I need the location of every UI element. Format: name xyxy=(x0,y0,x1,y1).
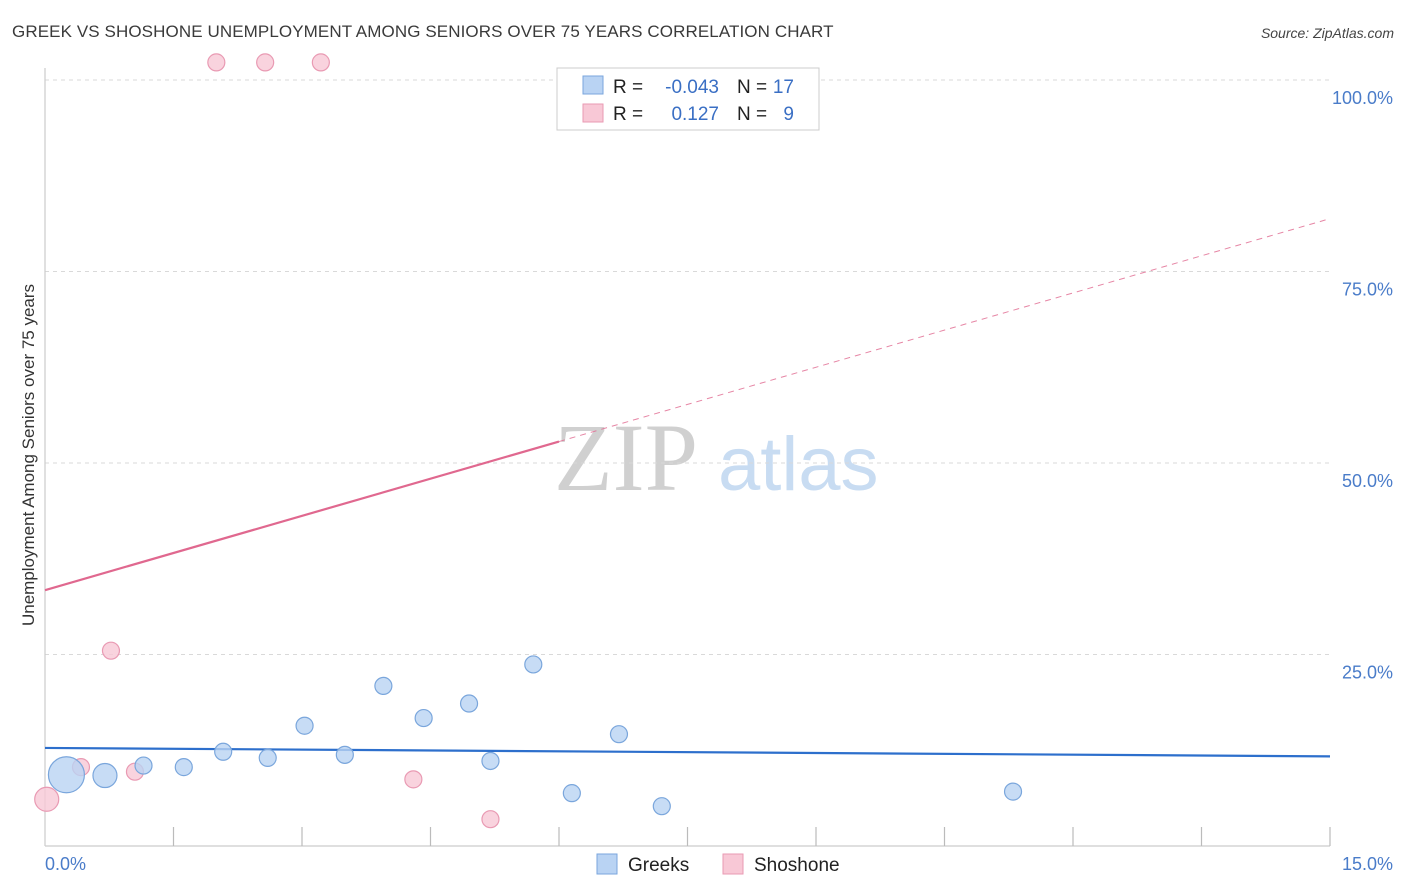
shoshone-trend-line xyxy=(44,440,560,592)
greeks-point-1 xyxy=(92,762,118,789)
shoshone-trend-extension xyxy=(558,218,1331,443)
stats-legend: R = -0.043 N = 17 R = 0.127 N = 9 xyxy=(556,67,820,131)
watermark-atlas: atlas xyxy=(718,422,879,507)
y-axis-title: Unemployment Among Seniors over 75 years xyxy=(19,284,38,626)
chart-title: GREEK VS SHOSHONE UNEMPLOYMENT AMONG SEN… xyxy=(12,22,834,41)
greeks-r-value: -0.043 xyxy=(665,77,719,98)
x-tick-label-max: 15.0% xyxy=(1342,854,1393,874)
shoshone-n-label: N = xyxy=(737,104,767,125)
greeks-point-10 xyxy=(459,694,479,713)
gridlines xyxy=(45,79,1333,655)
greeks-swatch xyxy=(582,75,604,95)
greeks-point-11 xyxy=(481,751,500,771)
greeks-point-4 xyxy=(214,742,233,761)
data-points xyxy=(34,53,1023,829)
greeks-point-0 xyxy=(47,756,86,794)
shoshone-n-value: 9 xyxy=(783,104,794,125)
greeks-point-15 xyxy=(652,797,671,816)
greeks-point-7 xyxy=(335,745,354,764)
x-tick-label-min: 0.0% xyxy=(45,854,86,874)
greeks-r-label: R = xyxy=(613,77,643,98)
shoshone-point-6 xyxy=(311,53,330,72)
shoshone-r-label: R = xyxy=(613,104,643,125)
shoshone-swatch xyxy=(582,103,604,123)
y-tick-label-25: 25.0% xyxy=(1342,663,1393,683)
greeks-trend-line xyxy=(44,746,1331,758)
legend-greeks-swatch xyxy=(596,853,618,875)
greeks-point-13 xyxy=(562,784,581,803)
greeks-point-5 xyxy=(258,748,277,768)
y-tick-label-75: 75.0% xyxy=(1342,280,1393,300)
greeks-point-2 xyxy=(134,756,153,775)
shoshone-point-2 xyxy=(101,641,121,660)
y-tick-label-100: 100.0% xyxy=(1332,88,1393,108)
axes xyxy=(44,68,1331,847)
greeks-point-14 xyxy=(609,725,629,744)
legend-shoshone-swatch xyxy=(722,853,744,875)
shoshone-r-value: 0.127 xyxy=(671,104,719,125)
shoshone-point-8 xyxy=(481,810,500,829)
greeks-point-8 xyxy=(374,676,393,696)
legend-greeks-label: Greeks xyxy=(628,855,689,876)
watermark-zip: ZIP xyxy=(554,404,698,511)
shoshone-point-7 xyxy=(404,770,423,789)
series-legend: Greeks Shoshone xyxy=(596,853,840,876)
shoshone-point-5 xyxy=(256,53,275,72)
shoshone-point-0 xyxy=(34,786,60,812)
greeks-point-12 xyxy=(524,655,543,674)
y-tick-label-50: 50.0% xyxy=(1342,471,1393,491)
source-credit: Source: ZipAtlas.com xyxy=(1260,25,1394,41)
greeks-n-label: N = xyxy=(737,77,767,98)
greeks-n-value: 17 xyxy=(773,77,794,98)
greeks-point-6 xyxy=(295,716,314,735)
legend-shoshone-label: Shoshone xyxy=(754,855,840,876)
greeks-point-16 xyxy=(1003,782,1023,801)
trend-lines xyxy=(44,218,1331,758)
tick-labels: 25.0% 50.0% 75.0% 100.0% 0.0% 15.0% xyxy=(45,88,1393,874)
greeks-point-9 xyxy=(414,708,433,728)
greeks-point-3 xyxy=(174,758,193,777)
watermark: ZIP atlas xyxy=(554,404,879,511)
shoshone-point-4 xyxy=(207,53,226,72)
